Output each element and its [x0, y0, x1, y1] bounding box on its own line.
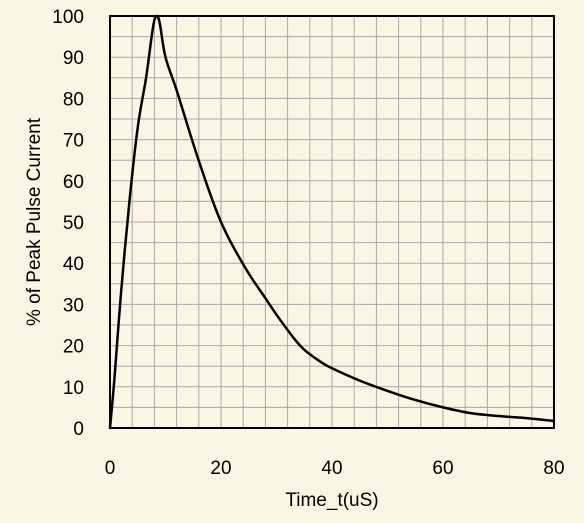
y-tick-label: 30 [63, 295, 84, 316]
series-line [108, 14, 556, 430]
y-tick-label: 20 [63, 337, 84, 358]
grid [110, 16, 554, 428]
x-tick-label: 40 [321, 458, 342, 479]
y-tick-label: 10 [63, 378, 84, 399]
y-tick-labels: 0 10 20 30 40 50 60 70 80 90 100 [52, 7, 84, 440]
y-tick-label: 100 [52, 7, 84, 28]
x-axis-title: Time_t(uS) [285, 490, 378, 511]
x-tick-label: 20 [210, 458, 231, 479]
plot-frame [109, 15, 555, 429]
y-axis-title: % of Peak Pulse Current [24, 117, 45, 326]
y-tick-label: 50 [63, 213, 84, 234]
y-tick-label: 60 [63, 172, 84, 193]
y-tick-label: 90 [63, 48, 84, 69]
y-tick-label: 40 [63, 254, 84, 275]
x-tick-labels: 0 20 40 60 80 [105, 458, 565, 479]
y-tick-label: 0 [73, 419, 84, 440]
x-tick-label: 60 [432, 458, 453, 479]
y-tick-label: 70 [63, 131, 84, 152]
y-tick-label: 80 [63, 89, 84, 110]
x-tick-label: 80 [543, 458, 564, 479]
x-tick-label: 0 [105, 458, 116, 479]
